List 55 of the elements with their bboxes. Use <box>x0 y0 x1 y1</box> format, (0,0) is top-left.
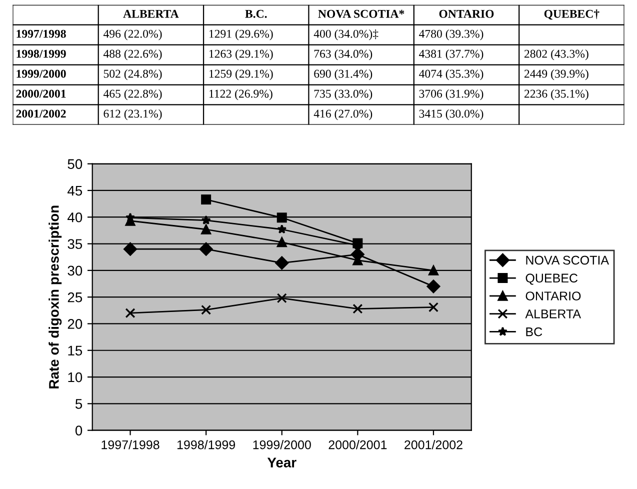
legend-label: NOVA SCOTIA <box>526 256 610 265</box>
y-tick-label: 25 <box>68 292 82 302</box>
text: 1291 (29.6%) <box>209 29 273 40</box>
text: 2802 (43.3%) <box>524 49 588 60</box>
category-label: 2000/2001 <box>16 90 66 98</box>
y-axis-title: Rate of digoxin prescription <box>48 206 62 388</box>
category-label: 1999/2000 <box>16 70 66 78</box>
text: 502 (24.8%) <box>104 69 162 80</box>
text: 416 (27.0%) <box>314 109 372 120</box>
y-tick-label: 45 <box>68 186 82 196</box>
y-tick-label: 20 <box>68 319 82 329</box>
text: 1259 (29.1%) <box>209 69 273 80</box>
x-tick-label: 2000/2001 <box>328 440 387 450</box>
text: 1263 (29.1%) <box>209 49 273 60</box>
category-label: 2001/2002 <box>16 110 66 118</box>
text: 690 (31.4%) <box>314 69 372 80</box>
category-label: 1997/1998 <box>16 30 66 38</box>
text: 3706 (31.9%) <box>419 89 484 100</box>
x-axis-title: Year <box>267 458 296 468</box>
text: 735 (33.0%) <box>314 89 372 100</box>
category-label: QUEBEC† <box>544 10 600 20</box>
text: 4074 (35.3%) <box>419 69 484 80</box>
text: 496 (22.0%) <box>103 29 162 40</box>
y-tick-label: 10 <box>68 372 82 382</box>
text: 2236 (35.1%) <box>524 89 588 100</box>
x-tick-label: 2001/2002 <box>404 440 462 450</box>
legend-label: ONTARIO <box>526 292 581 300</box>
y-tick-label: 40 <box>68 212 82 222</box>
text: 763 (34.0%) <box>314 49 372 60</box>
legend-label: ALBERTA <box>525 310 582 318</box>
text: 4381 (37.7%) <box>419 49 484 60</box>
text: 2449 (39.9%) <box>524 69 588 80</box>
category-label: B.C. <box>245 10 267 18</box>
text: 3415 (30.0%) <box>419 109 484 120</box>
y-tick-label: 0 <box>75 426 82 436</box>
text: 1122 (26.9%) <box>209 89 272 100</box>
legend-label: BC <box>526 327 542 336</box>
y-tick-label: 5 <box>75 399 82 409</box>
text: 400 (34.0%)‡ <box>314 29 378 40</box>
text: 4780 (39.3%) <box>419 29 484 40</box>
y-tick-label: 30 <box>68 266 82 276</box>
text: 488 (22.6%) <box>103 49 162 60</box>
category-label: NOVA SCOTIA* <box>318 10 404 18</box>
x-tick-label: 1999/2000 <box>253 440 311 450</box>
legend-label: QUEBEC <box>526 274 578 285</box>
y-tick-label: 35 <box>68 239 82 249</box>
category-label: 1998/1999 <box>16 50 66 58</box>
y-tick-label: 15 <box>68 346 82 356</box>
category-label: ALBERTA <box>123 10 179 18</box>
y-tick-label: 50 <box>68 159 82 169</box>
x-tick-label: 1997/1998 <box>102 440 160 450</box>
x-tick-label: 1998/1999 <box>177 440 236 450</box>
category-label: ONTARIO <box>439 10 494 18</box>
text: 612 (23.1%) <box>104 109 162 120</box>
text: 465 (22.8%) <box>103 89 162 100</box>
